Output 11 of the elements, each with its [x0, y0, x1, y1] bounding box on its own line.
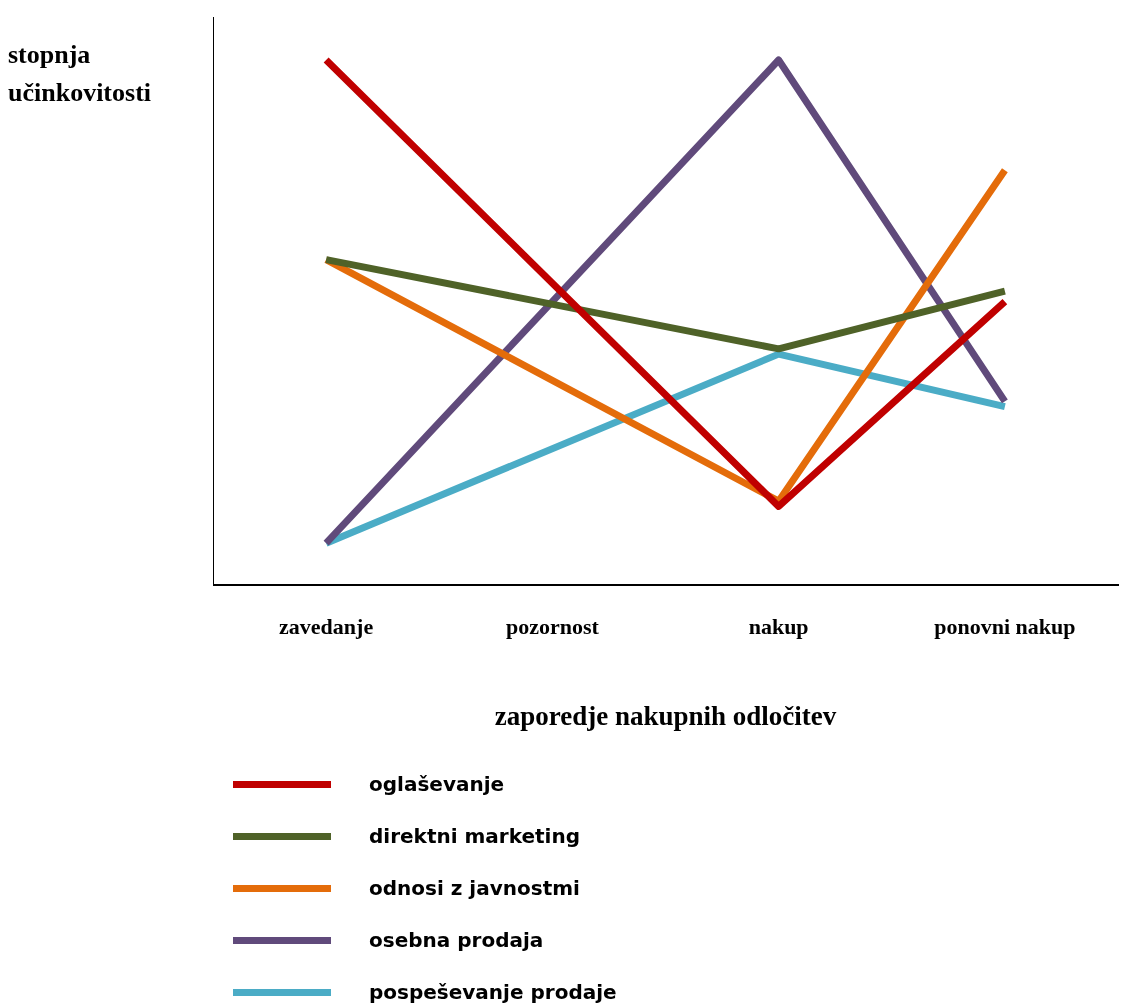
x-tick-label: nakup [748, 614, 809, 640]
legend-label: direktni marketing [369, 824, 581, 848]
legend-label: odnosi z javnostmi [369, 876, 580, 900]
x-axis-title: zaporedje nakupnih odločitev [494, 700, 837, 731]
y-axis-title: stopnja učinkovitosti [8, 39, 153, 109]
x-tick-label: zavedanje [279, 614, 374, 640]
x-tick-label: ponovni nakup [934, 614, 1076, 640]
x-tick-label: pozornost [505, 614, 600, 640]
legend-label: osebna prodaja [369, 928, 544, 952]
legend-label: pospeševanje prodaje [369, 980, 617, 1004]
legend-label: oglaševanje [369, 772, 505, 796]
